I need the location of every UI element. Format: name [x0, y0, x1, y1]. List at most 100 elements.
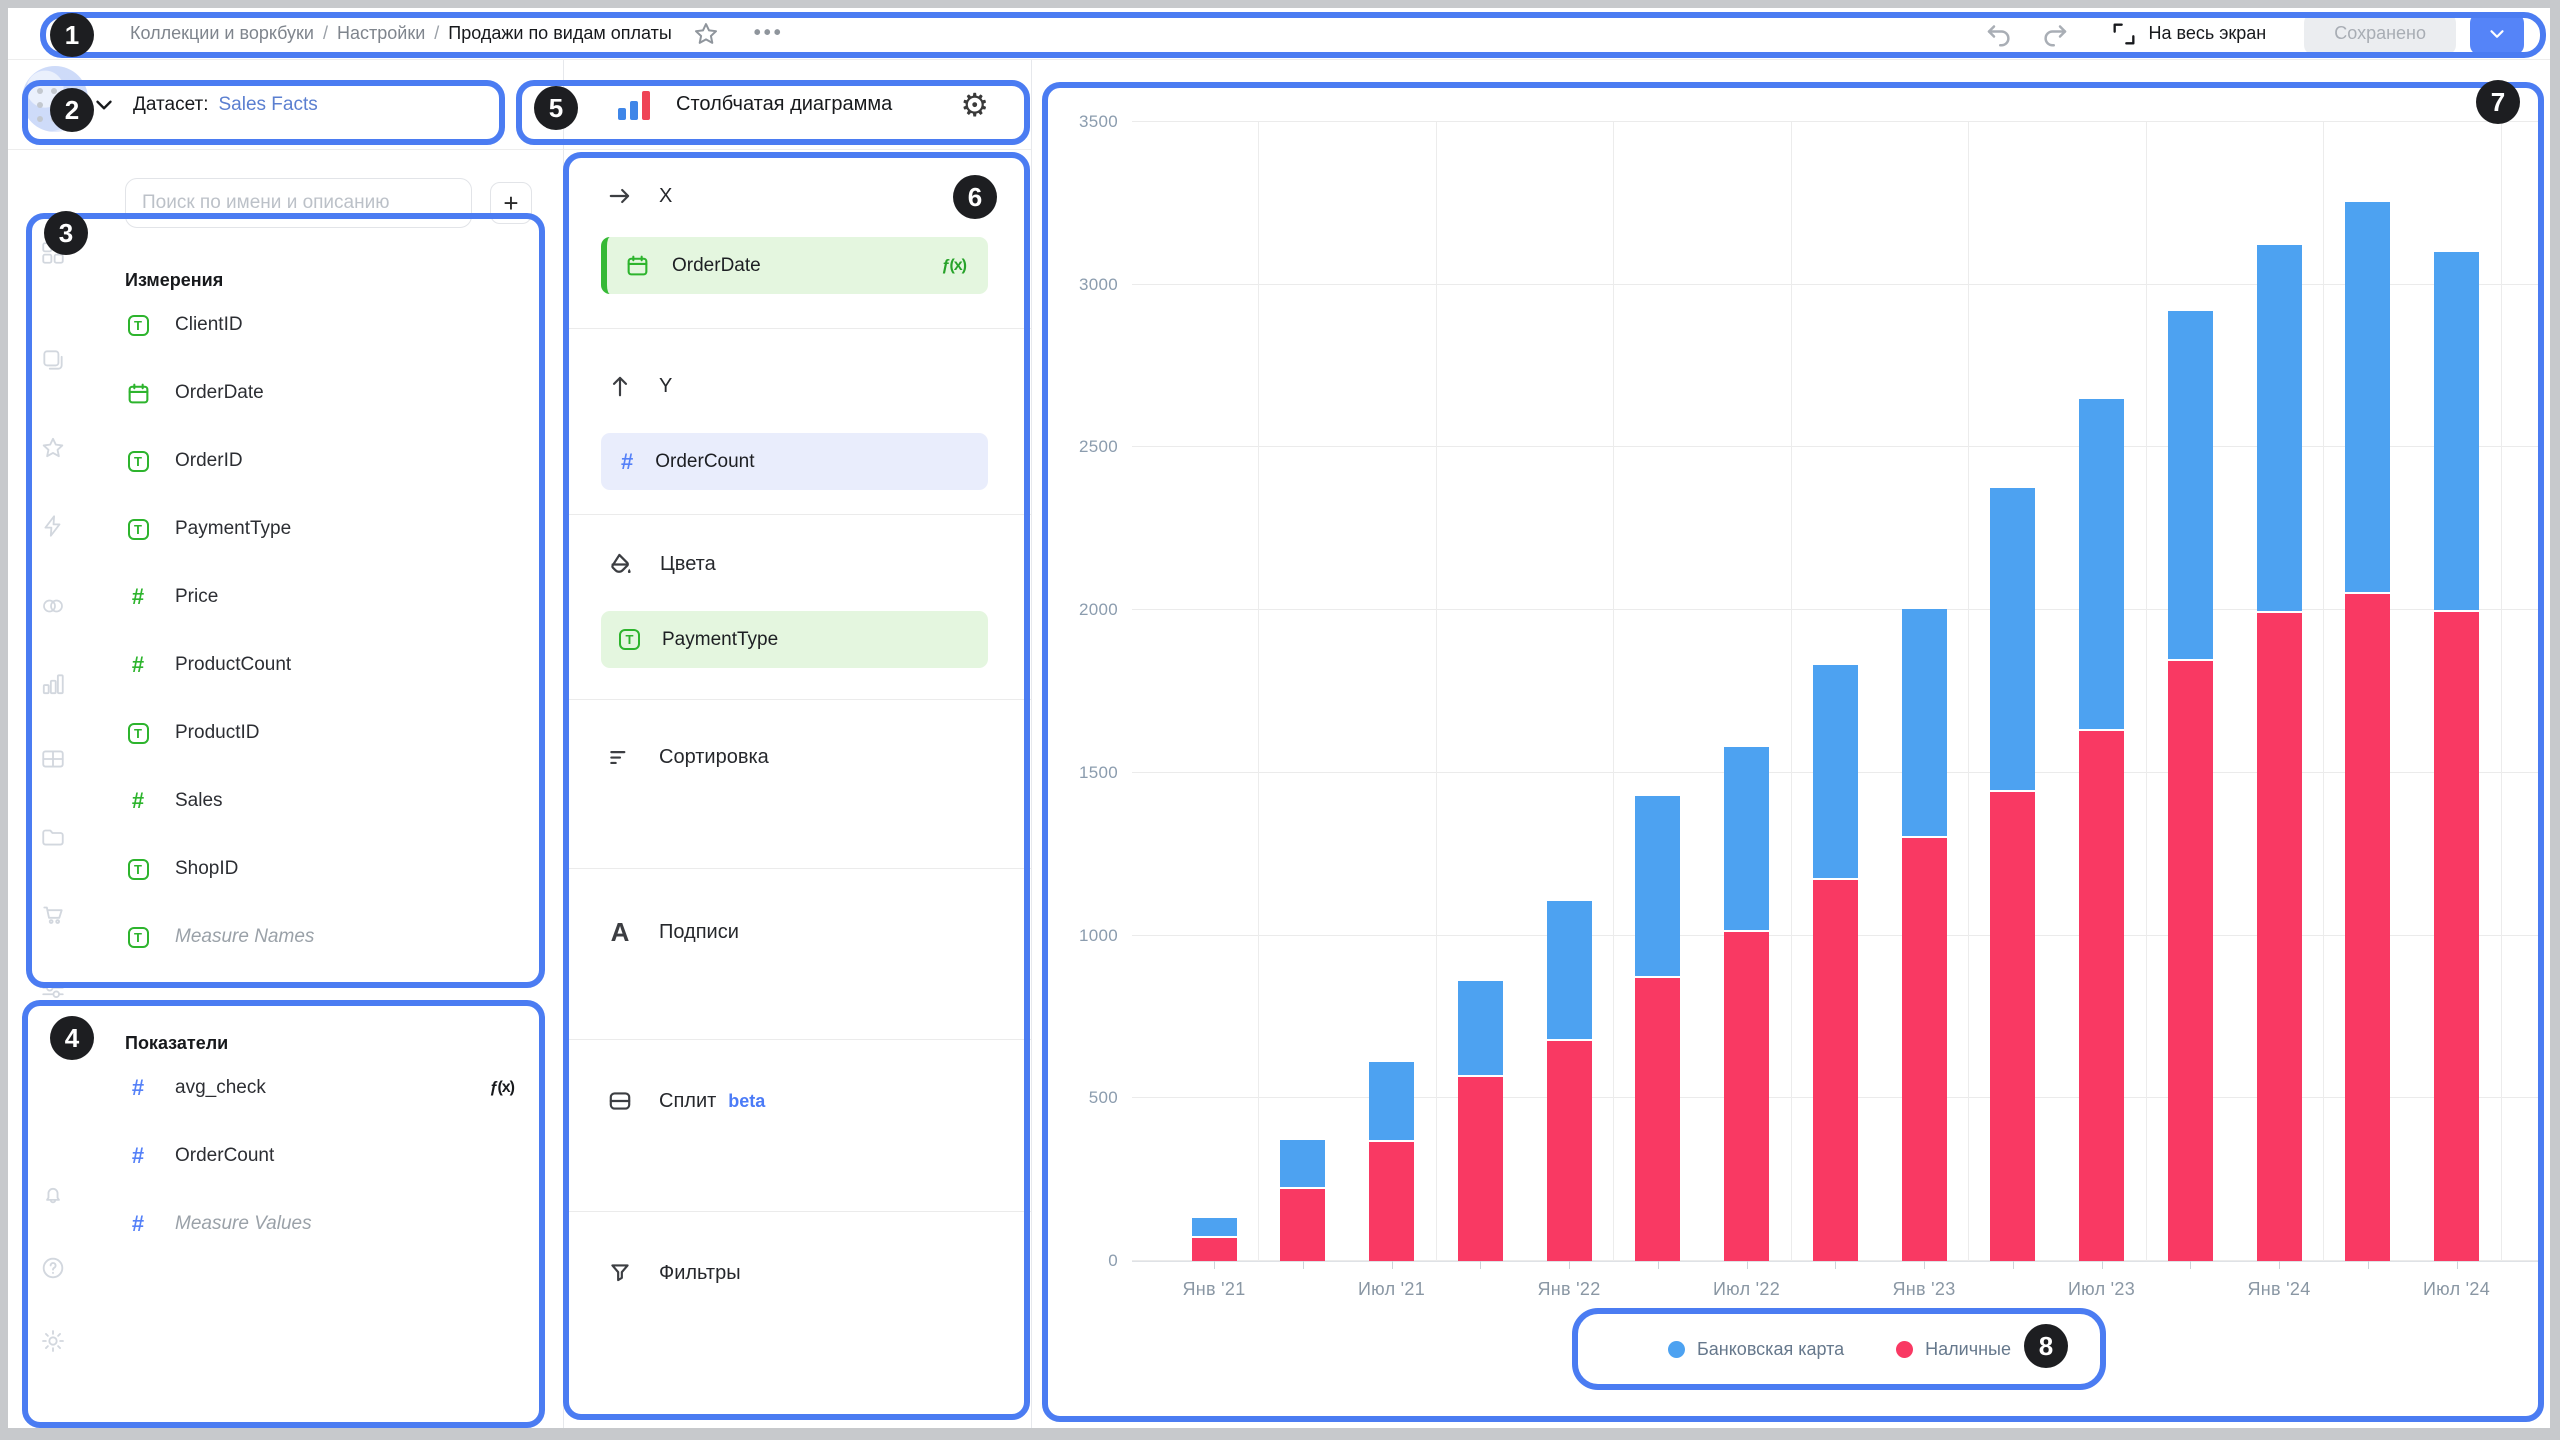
text-field-icon: T [127, 450, 149, 472]
bar-segment-card[interactable] [1990, 488, 2036, 792]
breadcrumb-collections[interactable]: Коллекции и воркбуки [130, 23, 314, 43]
list-item[interactable]: # Sales [125, 767, 532, 835]
rail-dashboards-icon[interactable] [40, 746, 66, 772]
bar-segment-cash[interactable] [1369, 1142, 1414, 1261]
field-name: Sales [175, 790, 223, 811]
bar-segment-cash[interactable] [1635, 978, 1681, 1261]
bar-segment-cash[interactable] [1990, 792, 2036, 1261]
bar-segment-cash[interactable] [1724, 932, 1769, 1261]
bar-segment-card[interactable] [2345, 202, 2391, 594]
legend-item[interactable]: Наличные [1896, 1339, 2011, 1360]
x-field-pill[interactable]: OrderDate ƒ(x) [601, 237, 988, 294]
list-item[interactable]: # Price [125, 563, 532, 631]
rail-services-icon[interactable] [40, 978, 66, 1004]
bar-segment-cash[interactable] [2434, 612, 2479, 1261]
rail-collections-icon[interactable] [40, 347, 66, 373]
rail-marketplace-icon[interactable] [40, 901, 66, 927]
redo-icon[interactable] [2040, 19, 2070, 49]
stacked-bar[interactable] [2079, 399, 2124, 1261]
x-section-header: X [564, 183, 1031, 209]
text-field-icon: T [127, 926, 149, 948]
fullscreen-icon[interactable] [2110, 20, 2138, 48]
fullscreen-label[interactable]: На весь экран [2148, 23, 2267, 43]
bar-segment-cash[interactable] [1191, 1238, 1237, 1261]
bar-segment-card[interactable] [2167, 311, 2213, 661]
bar-segment-cash[interactable] [1546, 1041, 1592, 1261]
stacked-bar[interactable] [1990, 488, 2036, 1261]
rail-notifications-bell-icon[interactable] [40, 1182, 66, 1208]
bar-segment-cash[interactable] [1280, 1189, 1326, 1261]
chart-type-selector[interactable]: Столбчатая диаграмма ⚙ [564, 60, 1031, 150]
bar-segment-card[interactable] [1812, 665, 1858, 880]
stacked-bar[interactable] [2345, 202, 2391, 1261]
list-item[interactable]: T ClientID [125, 291, 532, 359]
bar-segment-cash[interactable] [1901, 838, 1947, 1261]
dataset-chevron-down-icon[interactable] [91, 92, 117, 118]
bar-segment-cash[interactable] [2256, 613, 2302, 1261]
bar-segment-cash[interactable] [2345, 594, 2391, 1261]
rail-charts-icon[interactable] [40, 671, 66, 697]
rail-favorites-icon[interactable] [40, 435, 66, 461]
bar-segment-card[interactable] [2434, 252, 2479, 612]
bar-segment-card[interactable] [1191, 1218, 1237, 1238]
list-item[interactable]: # ProductCount [125, 631, 532, 699]
bar-segment-card[interactable] [1457, 981, 1503, 1077]
bar-segment-card[interactable] [1724, 747, 1769, 932]
stacked-bar[interactable] [1635, 796, 1681, 1261]
bar-segment-cash[interactable] [2167, 661, 2213, 1261]
more-actions-icon[interactable]: ••• [753, 22, 784, 44]
bar-segment-cash[interactable] [1457, 1077, 1503, 1261]
color-field-pill[interactable]: T PaymentType [601, 611, 988, 668]
bar-segment-cash[interactable] [1812, 880, 1858, 1261]
list-item[interactable]: # OrderCount [125, 1122, 532, 1190]
y-field-pill[interactable]: # OrderCount [601, 433, 988, 490]
dataset-name-link[interactable]: Sales Facts [218, 93, 318, 115]
stacked-bar[interactable] [2256, 245, 2302, 1261]
rail-connections-icon[interactable] [40, 513, 66, 539]
rail-files-icon[interactable] [40, 824, 66, 850]
bar-segment-card[interactable] [1546, 901, 1592, 1041]
rail-help-icon[interactable] [40, 1255, 66, 1281]
bar-segment-card[interactable] [1635, 796, 1681, 978]
chart-settings-gear-icon[interactable]: ⚙ [960, 86, 989, 123]
stacked-bar[interactable] [1812, 665, 1858, 1261]
bar-segment-card[interactable] [1369, 1062, 1414, 1142]
stacked-bar[interactable] [2167, 311, 2213, 1261]
stacked-bar[interactable] [1280, 1140, 1326, 1261]
bar-segment-cash[interactable] [2079, 731, 2124, 1261]
list-item[interactable]: T OrderID [125, 427, 532, 495]
stacked-bar[interactable] [1901, 609, 1947, 1261]
list-item[interactable]: OrderDate [125, 359, 532, 427]
rail-navigation-icon[interactable] [40, 240, 66, 266]
add-field-button[interactable]: + [490, 182, 532, 224]
list-item[interactable]: # Measure Values [125, 1190, 532, 1258]
bar-segment-card[interactable] [2079, 399, 2124, 731]
legend-item[interactable]: Банковская карта [1667, 1339, 1844, 1360]
list-item[interactable]: T ShopID [125, 835, 532, 903]
bar-segment-card[interactable] [1901, 609, 1947, 838]
stacked-bar[interactable] [1369, 1062, 1414, 1261]
favorite-star-icon[interactable] [692, 20, 720, 48]
gridline [1790, 122, 1792, 1261]
stacked-bar[interactable] [2434, 252, 2479, 1261]
list-item[interactable]: # avg_check ƒ(x) [125, 1054, 532, 1122]
saved-button[interactable]: Сохранено [2304, 12, 2456, 55]
stacked-bar[interactable] [1191, 1218, 1237, 1261]
gridline [1132, 446, 2540, 448]
rail-settings-gear-icon[interactable] [40, 1328, 66, 1354]
y-tick-label: 500 [1088, 1088, 1118, 1108]
panel-drag-handle-icon[interactable] [37, 87, 71, 122]
list-item[interactable]: T ProductID [125, 699, 532, 767]
bar-segment-card[interactable] [2256, 245, 2302, 613]
breadcrumb-settings[interactable]: Настройки [336, 23, 426, 43]
list-item[interactable]: T PaymentType [125, 495, 532, 563]
bar-segment-card[interactable] [1280, 1140, 1326, 1189]
rail-datasets-icon[interactable] [40, 593, 66, 619]
save-dropdown-button[interactable] [2470, 12, 2524, 55]
list-item[interactable]: T Measure Names [125, 903, 532, 971]
search-input[interactable] [125, 178, 472, 228]
undo-icon[interactable] [1984, 19, 2014, 49]
stacked-bar[interactable] [1724, 747, 1769, 1261]
stacked-bar[interactable] [1546, 901, 1592, 1261]
stacked-bar[interactable] [1457, 981, 1503, 1261]
